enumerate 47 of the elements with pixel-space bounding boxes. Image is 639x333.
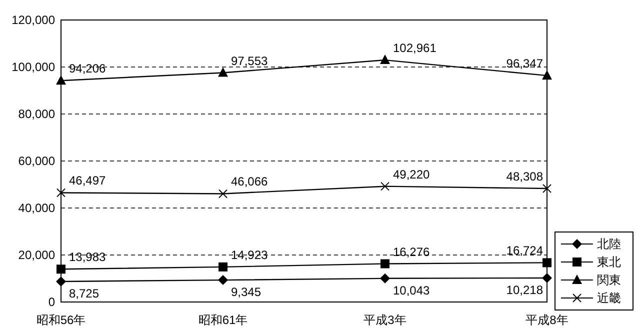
point <box>380 182 390 191</box>
data-label: 13,983 <box>69 250 106 264</box>
y-tick-label: 0 <box>48 295 56 310</box>
data-label: 9,345 <box>231 285 262 300</box>
legend-label: 東北 <box>597 255 621 270</box>
point <box>56 276 66 286</box>
point <box>380 273 390 284</box>
y-tick-label: 40,000 <box>18 201 56 216</box>
point <box>542 272 552 283</box>
data-label: 8,725 <box>69 286 100 300</box>
point <box>218 189 228 198</box>
point <box>542 258 552 268</box>
y-tick-label: 20,000 <box>18 248 56 262</box>
data-label: 96,347 <box>506 56 544 71</box>
point <box>56 264 66 274</box>
point <box>56 75 66 85</box>
point <box>542 184 552 193</box>
point <box>218 262 228 272</box>
point <box>380 54 390 64</box>
data-label: 16,276 <box>393 244 430 259</box>
data-label: 46,497 <box>69 174 106 188</box>
x-tick-label: 平成8年 <box>526 313 568 327</box>
y-tick-label: 80,000 <box>18 107 56 122</box>
data-label: 10,043 <box>393 283 430 298</box>
y-tick-label: 100,000 <box>12 60 56 74</box>
data-label: 49,220 <box>393 167 430 182</box>
data-label: 48,308 <box>506 169 544 184</box>
x-tick-label: 昭和61年 <box>198 313 248 327</box>
legend-label: 関東 <box>597 273 621 288</box>
data-label: 102,961 <box>393 41 437 56</box>
x-tick-label: 昭和56年 <box>36 313 86 327</box>
data-label: 16,724 <box>506 244 544 258</box>
point <box>218 275 228 286</box>
y-tick-label: 60,000 <box>18 154 56 168</box>
legend-label: 近畿 <box>597 291 621 306</box>
x-tick-label: 平成3年 <box>364 313 406 327</box>
point <box>542 70 552 80</box>
data-label: 94,206 <box>69 62 106 76</box>
data-label: 14,923 <box>231 248 268 262</box>
y-tick-label: 120,000 <box>12 13 56 28</box>
data-label: 46,066 <box>231 174 268 189</box>
point <box>380 259 390 268</box>
data-label: 10,218 <box>506 282 544 297</box>
point <box>56 188 66 198</box>
legend-label: 北陸 <box>597 237 621 252</box>
data-label: 97,553 <box>231 54 268 68</box>
point <box>218 67 228 77</box>
